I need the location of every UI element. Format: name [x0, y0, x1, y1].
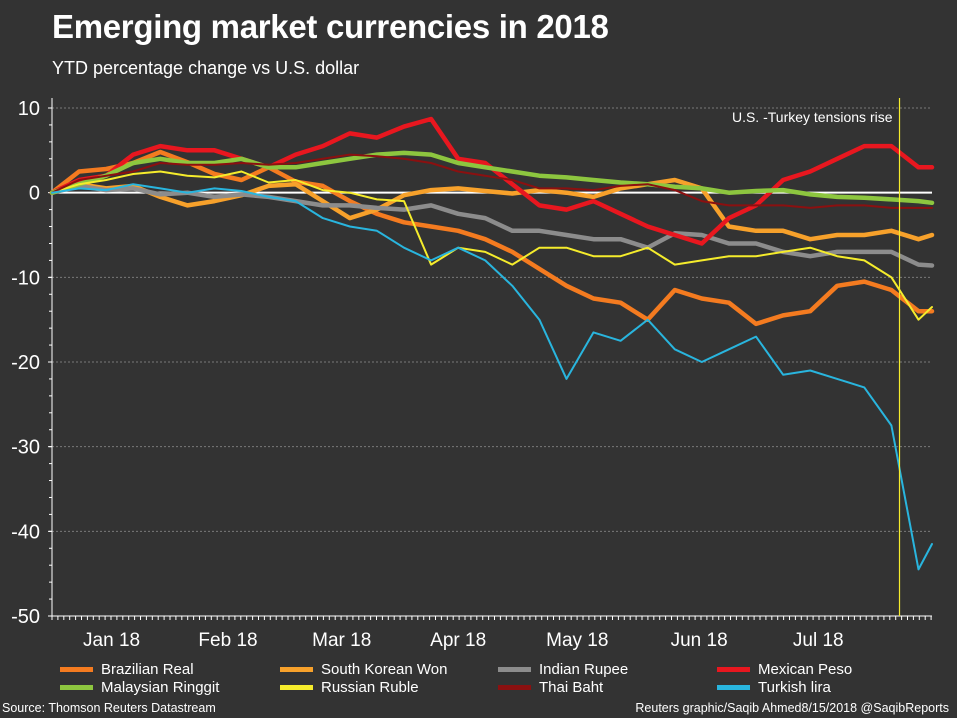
- y-tick-label: -50: [11, 606, 40, 628]
- x-axis: Jan 18 Feb 18 Mar 18 Apr 18 May 18 Jun 18 Jul …: [51, 615, 932, 651]
- legend-item: South Korean Won: [280, 661, 447, 678]
- y-tick-label: -40: [11, 521, 40, 543]
- legend-swatch: [717, 667, 750, 672]
- legend-item: Brazilian Real: [60, 661, 194, 678]
- annotation-label: U.S. -Turkey tensions rise: [732, 109, 893, 125]
- gridlines: [52, 107, 932, 532]
- x-tick-label: May 18: [546, 630, 608, 651]
- chart-title: Emerging market currencies in 2018: [52, 8, 609, 45]
- y-tick-label: -30: [11, 437, 40, 459]
- legend-item: Turkish lira: [717, 679, 831, 696]
- legend-label: Brazilian Real: [101, 661, 194, 678]
- chart-subtitle: YTD percentage change vs U.S. dollar: [52, 58, 360, 78]
- y-tick-label: 0: [29, 183, 40, 205]
- series-line-brazilian-real: [49, 149, 935, 327]
- y-tick-label: -10: [11, 267, 40, 289]
- legend-swatch: [280, 685, 313, 690]
- series-line-malaysian-ringgit: [49, 150, 935, 206]
- x-tick-label: Feb 18: [198, 630, 257, 651]
- legend-label: Russian Ruble: [321, 679, 419, 696]
- x-tick-label: Apr 18: [430, 630, 486, 651]
- legend-label: Mexican Peso: [758, 661, 853, 678]
- legend-swatch: [498, 685, 531, 690]
- legend-item: Thai Baht: [498, 679, 603, 696]
- legend-label: Turkish lira: [758, 679, 831, 696]
- annotation-layer: U.S. -Turkey tensions rise: [732, 98, 901, 616]
- legend-item: Malaysian Ringgit: [60, 679, 219, 696]
- series-lines: [49, 116, 935, 571]
- source-note: Source: Thomson Reuters Datastream: [2, 701, 216, 715]
- series-line-indian-rupee: [49, 183, 935, 268]
- legend-label: Malaysian Ringgit: [101, 679, 220, 696]
- legend-item: Mexican Peso: [717, 661, 852, 678]
- x-tick-label: Jul 18: [793, 630, 844, 651]
- credit-note: Reuters graphic/Saqib Ahmed8/15/2018 @Sa…: [635, 701, 949, 715]
- x-tick-label: Mar 18: [312, 630, 371, 651]
- series-line-thai-baht: [51, 153, 933, 209]
- series-line-russian-ruble: [51, 170, 933, 321]
- x-tick-label: Jan 18: [83, 630, 140, 651]
- legend-item: Indian Rupee: [498, 661, 628, 678]
- legend-swatch: [498, 667, 531, 672]
- series-line-turkish-lira: [51, 183, 933, 571]
- x-tick-label: Jun 18: [671, 630, 728, 651]
- legend-label: Thai Baht: [539, 679, 604, 696]
- legend-swatch: [717, 685, 750, 690]
- series-line-mexican-peso: [49, 116, 935, 246]
- legend-swatch: [60, 685, 93, 690]
- legend-swatch: [280, 667, 313, 672]
- y-axis: 10 0 -10 -20 -30 -40 -50: [11, 98, 53, 628]
- y-tick-label: 10: [18, 98, 40, 120]
- y-tick-label: -20: [11, 352, 40, 374]
- series-line-south-korean-won: [49, 177, 935, 242]
- legend-label: South Korean Won: [321, 661, 448, 678]
- legend-swatch: [60, 667, 93, 672]
- legend-label: Indian Rupee: [539, 661, 629, 678]
- legend-item: Russian Ruble: [280, 679, 419, 696]
